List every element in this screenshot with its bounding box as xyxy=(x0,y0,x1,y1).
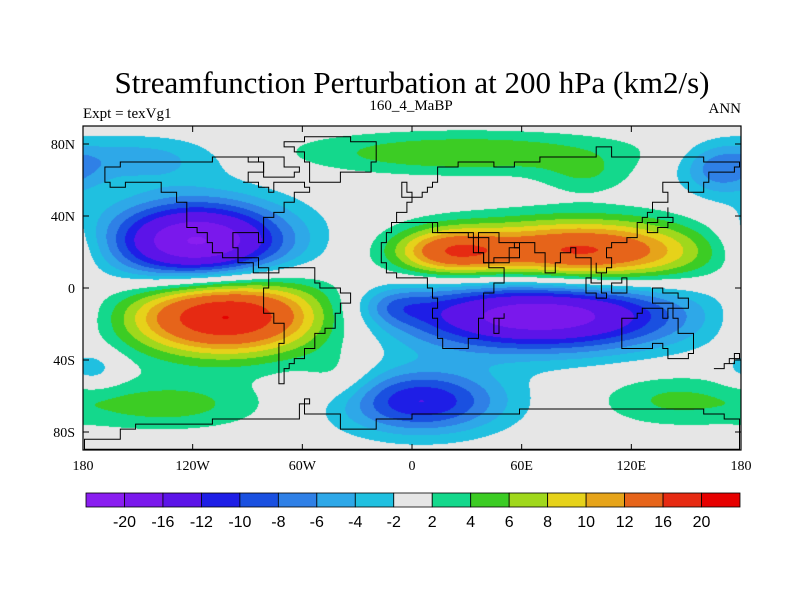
colorbar-label: 2 xyxy=(428,514,437,531)
colorbar-box xyxy=(354,492,395,508)
colorbar-box xyxy=(508,492,549,508)
colorbar-label: -6 xyxy=(310,514,324,531)
colorbar-label: -4 xyxy=(348,514,362,531)
colorbar-label: -20 xyxy=(113,514,136,531)
colorbar-box xyxy=(201,492,241,508)
y-tick-label: 40N xyxy=(51,210,75,225)
colorbar: -20 -16 -12 -10 -8 -6 -4 -2 2 4 6 8 10 12 16 20 xyxy=(85,492,741,531)
coastlines xyxy=(84,136,740,450)
colorbar-box xyxy=(85,492,125,508)
colorbar-label: -8 xyxy=(271,514,285,531)
y-axis: 80N 40N 0 40S 80S xyxy=(51,138,741,441)
coastline-borneo xyxy=(611,277,628,294)
coastline-arabia xyxy=(478,232,520,264)
x-tick-label: 0 xyxy=(409,459,416,474)
y-tick-label: 80S xyxy=(53,426,75,441)
x-tick-label: 60W xyxy=(289,459,317,474)
coastline-greenland xyxy=(283,136,377,183)
x-tick-label: 180 xyxy=(731,459,752,474)
colorbar-box xyxy=(431,492,472,508)
y-tick-label: 40S xyxy=(53,354,75,369)
coastline-baffin xyxy=(247,156,300,178)
coastline-antarctica xyxy=(84,398,740,450)
y-tick-label: 0 xyxy=(68,282,75,297)
coastline-north-america xyxy=(104,156,311,274)
coastline-new-guinea xyxy=(652,287,689,309)
x-tick-label: 120E xyxy=(617,459,647,474)
colorbar-box xyxy=(662,492,702,508)
x-tick-label: 180 xyxy=(73,459,94,474)
colorbar-box xyxy=(393,492,433,508)
coastline-eurasia xyxy=(391,146,740,284)
colorbar-box xyxy=(585,492,625,508)
left-string: Expt = texVg1 xyxy=(83,106,171,122)
chart-title: Streamfunction Perturbation at 200 hPa (… xyxy=(115,65,710,100)
coastline-new-zealand xyxy=(713,353,740,370)
colorbar-label: 8 xyxy=(543,514,552,531)
colorbar-label: 20 xyxy=(693,514,711,531)
coastline-japan xyxy=(646,207,674,234)
colorbar-label: 4 xyxy=(466,514,475,531)
right-string: ANN xyxy=(709,101,742,117)
x-tick-label: 120W xyxy=(176,459,211,474)
colorbar-label: 16 xyxy=(654,514,672,531)
center-string: 160_4_MaBP xyxy=(369,98,452,114)
colorbar-label: 12 xyxy=(616,514,634,531)
coastline-australia xyxy=(621,307,694,360)
coastline-uk xyxy=(401,181,413,198)
map-area xyxy=(82,125,742,451)
coastline-madagascar xyxy=(493,313,505,334)
colorbar-box xyxy=(277,492,318,508)
streamfunction-field xyxy=(83,126,741,450)
colorbar-box xyxy=(470,492,510,508)
coastline-south-america xyxy=(263,267,352,385)
colorbar-label: 10 xyxy=(577,514,595,531)
colorbar-box xyxy=(162,492,202,508)
colorbar-box xyxy=(239,492,279,508)
colorbar-box xyxy=(547,492,587,508)
colorbar-box xyxy=(701,492,741,508)
colorbar-box xyxy=(624,492,664,508)
y-tick-label: 80N xyxy=(51,138,75,153)
colorbar-label: -16 xyxy=(151,514,174,531)
coastline-africa xyxy=(380,222,505,349)
colorbar-box xyxy=(124,492,164,508)
x-axis: 180 120W 60W 0 60E 120E 180 xyxy=(73,126,752,474)
coastline-sumatra xyxy=(585,277,607,299)
x-tick-label: 60E xyxy=(510,459,533,474)
colorbar-label: -12 xyxy=(190,514,213,531)
colorbar-box xyxy=(316,492,356,508)
colorbar-label: -10 xyxy=(228,514,251,531)
colorbar-label: 6 xyxy=(505,514,514,531)
colorbar-label: -2 xyxy=(387,514,401,531)
